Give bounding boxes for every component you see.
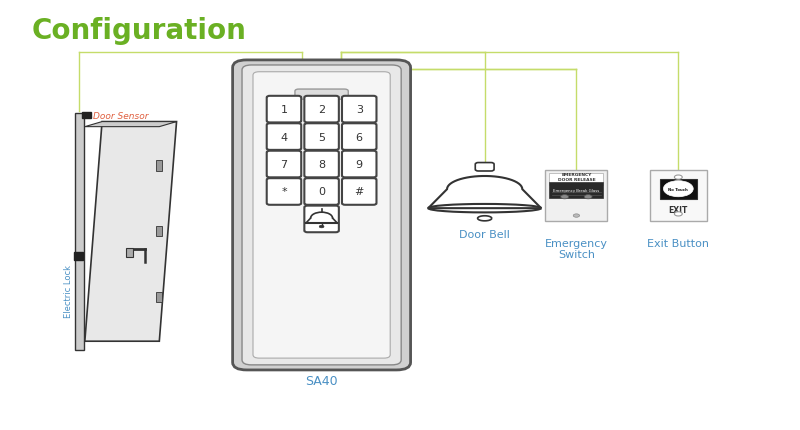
Text: EXIT: EXIT: [669, 205, 688, 214]
FancyBboxPatch shape: [304, 206, 339, 233]
Text: 4: 4: [281, 132, 287, 142]
Text: 9: 9: [356, 160, 362, 169]
FancyBboxPatch shape: [546, 171, 607, 221]
Circle shape: [574, 215, 579, 218]
Text: SA40: SA40: [306, 374, 338, 387]
Polygon shape: [428, 177, 541, 209]
Bar: [550, 173, 603, 185]
Text: Exit Button: Exit Button: [647, 238, 710, 248]
Text: #: #: [354, 187, 364, 197]
Bar: [156, 227, 162, 237]
FancyBboxPatch shape: [475, 163, 494, 172]
FancyBboxPatch shape: [126, 249, 133, 257]
FancyBboxPatch shape: [266, 124, 302, 150]
Circle shape: [663, 181, 694, 197]
Text: Door Bell: Door Bell: [459, 230, 510, 240]
Circle shape: [674, 175, 682, 180]
FancyBboxPatch shape: [242, 66, 401, 365]
Bar: [74, 252, 83, 260]
Bar: [550, 182, 603, 198]
FancyBboxPatch shape: [304, 124, 339, 150]
FancyBboxPatch shape: [233, 61, 410, 370]
FancyBboxPatch shape: [650, 171, 706, 221]
Text: EMERGENCY
DOOR RELEASE: EMERGENCY DOOR RELEASE: [558, 172, 595, 181]
Text: 2: 2: [318, 105, 325, 115]
Text: 7: 7: [281, 160, 287, 169]
FancyBboxPatch shape: [266, 179, 302, 205]
Polygon shape: [74, 114, 84, 350]
Text: Electric Lock: Electric Lock: [64, 264, 73, 317]
FancyBboxPatch shape: [304, 151, 339, 178]
FancyBboxPatch shape: [342, 151, 377, 178]
FancyBboxPatch shape: [342, 97, 377, 123]
Polygon shape: [85, 122, 177, 341]
Text: 6: 6: [356, 132, 362, 142]
Bar: [659, 179, 697, 200]
Circle shape: [319, 226, 324, 228]
Text: Emergency
Switch: Emergency Switch: [545, 238, 608, 260]
FancyBboxPatch shape: [266, 151, 302, 178]
Text: Emergency Break Glass: Emergency Break Glass: [554, 188, 599, 192]
Text: No Touch: No Touch: [669, 187, 688, 191]
Text: Configuration: Configuration: [31, 17, 246, 45]
Text: *: *: [281, 187, 286, 197]
Text: 1: 1: [281, 105, 287, 115]
FancyBboxPatch shape: [266, 97, 302, 123]
Bar: [156, 161, 162, 171]
FancyBboxPatch shape: [304, 179, 339, 205]
FancyBboxPatch shape: [253, 73, 390, 358]
Text: 8: 8: [318, 160, 325, 169]
FancyBboxPatch shape: [295, 90, 348, 100]
Text: Door Sensor: Door Sensor: [94, 111, 149, 120]
Text: 5: 5: [318, 132, 325, 142]
Text: 3: 3: [356, 105, 362, 115]
Bar: [82, 113, 91, 119]
Circle shape: [674, 212, 682, 216]
FancyBboxPatch shape: [342, 124, 377, 150]
FancyBboxPatch shape: [342, 179, 377, 205]
Circle shape: [584, 195, 592, 200]
Bar: [156, 292, 162, 303]
FancyBboxPatch shape: [304, 97, 339, 123]
Text: 0: 0: [318, 187, 325, 197]
Circle shape: [561, 195, 569, 200]
Polygon shape: [85, 122, 177, 127]
